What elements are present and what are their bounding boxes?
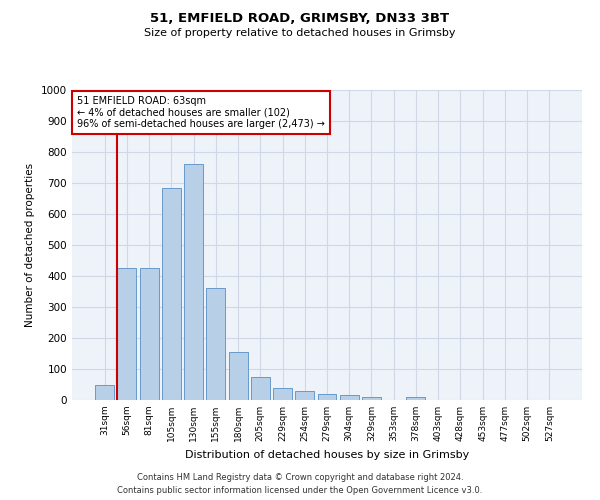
Text: 51, EMFIELD ROAD, GRIMSBY, DN33 3BT: 51, EMFIELD ROAD, GRIMSBY, DN33 3BT (151, 12, 449, 26)
Bar (95, 384, 114, 400)
Bar (406, 397, 425, 400)
Bar (206, 288, 225, 400)
X-axis label: Distribution of detached houses by size in Grimsby: Distribution of detached houses by size … (185, 450, 469, 460)
Text: 51 EMFIELD ROAD: 63sqm
← 4% of detached houses are smaller (102)
96% of semi-det: 51 EMFIELD ROAD: 63sqm ← 4% of detached … (77, 96, 325, 130)
Y-axis label: Number of detached properties: Number of detached properties (25, 163, 35, 327)
Bar (140, 268, 158, 400)
Bar (162, 188, 181, 400)
Bar (251, 377, 270, 400)
Bar (362, 397, 381, 400)
Bar (295, 390, 314, 400)
Text: Contains public sector information licensed under the Open Government Licence v3: Contains public sector information licen… (118, 486, 482, 495)
Text: Size of property relative to detached houses in Grimsby: Size of property relative to detached ho… (144, 28, 456, 38)
Bar (184, 164, 203, 400)
Bar (229, 352, 248, 400)
Bar (273, 388, 292, 400)
Text: Contains HM Land Registry data © Crown copyright and database right 2024.: Contains HM Land Registry data © Crown c… (137, 474, 463, 482)
Bar (317, 394, 337, 400)
Bar (340, 396, 359, 400)
Bar (118, 268, 136, 400)
